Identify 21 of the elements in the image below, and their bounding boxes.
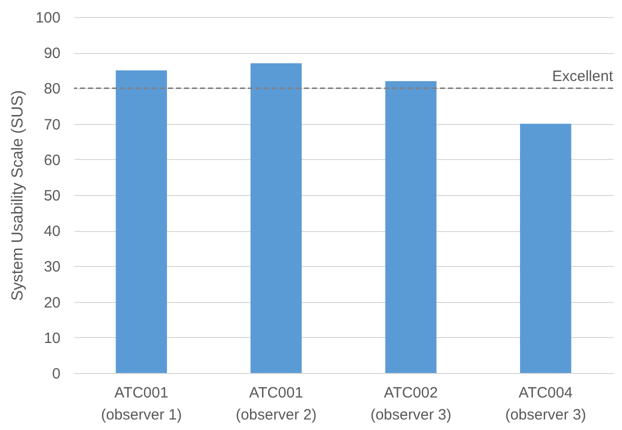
y-tick-label: 100	[35, 10, 60, 26]
y-tick-label: 80	[44, 80, 60, 98]
bar	[385, 81, 436, 373]
ref-line-label: Excellent	[552, 68, 614, 86]
bar	[116, 70, 167, 373]
y-tick-label: 50	[44, 188, 60, 204]
y-tick-label: 30	[44, 258, 60, 276]
y-tick-label: 20	[44, 294, 60, 312]
x-tick-label: ATC002 (observer 3)	[370, 384, 452, 424]
bar	[520, 124, 572, 373]
y-tick-label: 0	[52, 366, 60, 382]
y-tick-label: 60	[44, 152, 60, 169]
y-tick-label: 90	[44, 45, 60, 62]
y-tick-label: 70	[44, 116, 60, 134]
x-tick-label: ATC001 (observer 1)	[100, 384, 182, 424]
x-tick-label: ATC004 (observer 3)	[505, 384, 586, 424]
y-tick-label: 40	[44, 223, 60, 240]
y-tick-label: 10	[44, 330, 60, 347]
bar	[250, 63, 302, 373]
y-axis-title: System Usability Scale (SUS)	[9, 90, 26, 301]
x-tick-label: ATC001 (observer 2)	[236, 384, 317, 424]
